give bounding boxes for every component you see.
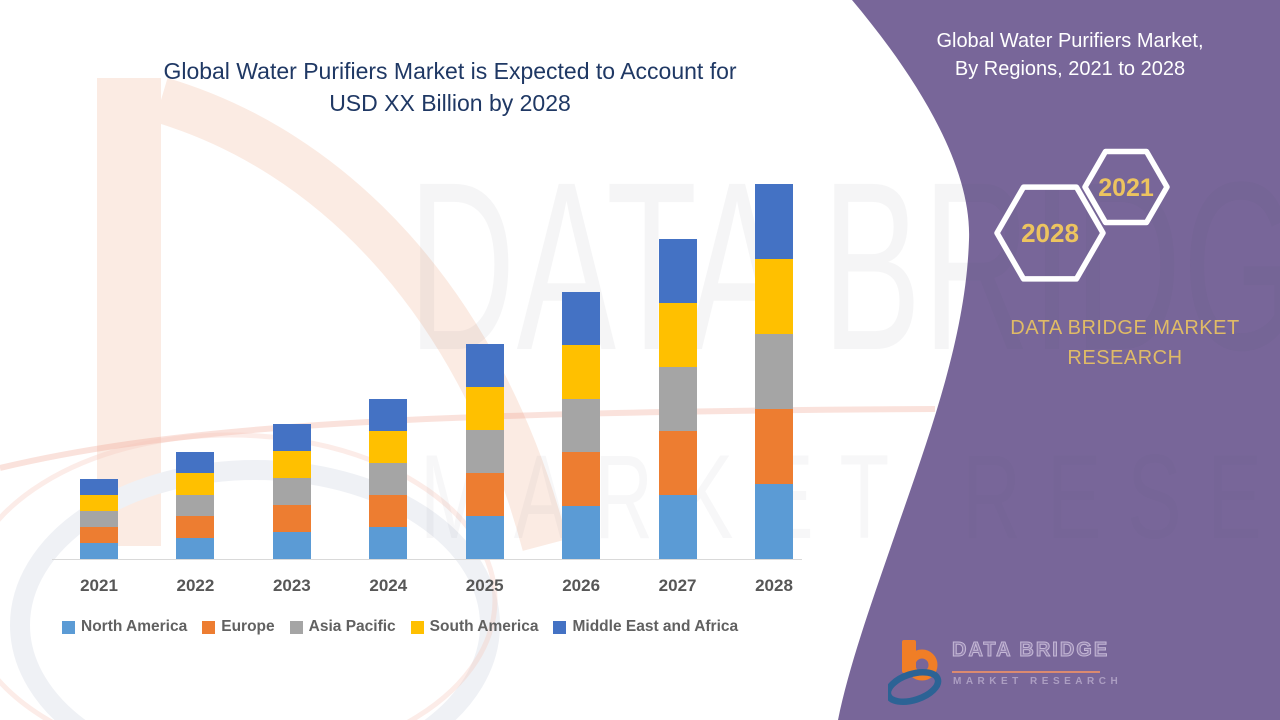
- legend-label: North America: [81, 618, 188, 635]
- bar-segment-south-america: [176, 473, 215, 495]
- hexagon-2021: [1082, 148, 1170, 226]
- hexagon-2028-label: 2028: [1021, 218, 1079, 248]
- bar-segment-europe: [272, 505, 311, 532]
- bar-segment-north-america: [272, 532, 311, 559]
- legend-label: Europe: [221, 618, 275, 635]
- bar-segment-south-america: [465, 387, 504, 430]
- bar-segment-south-america: [658, 303, 697, 367]
- bar-segment-middle-east-and-africa: [465, 344, 504, 387]
- logo-subtitle: MARKET RESEARCH: [953, 676, 1123, 687]
- stacked-bar-2022: [176, 451, 215, 559]
- bar-segment-middle-east-and-africa: [562, 291, 601, 345]
- legend-swatch-icon: [202, 620, 216, 634]
- x-axis-label-2026: 2026: [562, 576, 601, 595]
- logo-wordmark: DATA BRIDGE: [951, 639, 1110, 662]
- legend-swatch-icon: [553, 620, 567, 634]
- legend-item-middle-east-and-africa: Middle East and Africa: [553, 618, 738, 636]
- bar-segment-south-america: [272, 451, 311, 478]
- stacked-bar-2021: [80, 479, 118, 559]
- logo-swoosh: [888, 669, 942, 705]
- bar-segment-south-america: [755, 259, 793, 334]
- x-axis-label-2021: 2021: [80, 576, 118, 595]
- side-panel-shape: [838, 0, 1280, 720]
- legend-item-asia-pacific: Asia Pacific: [289, 618, 396, 636]
- x-axis-label-2028: 2028: [755, 576, 793, 595]
- bar-segment-north-america: [755, 484, 793, 559]
- bar-segment-north-america: [465, 516, 504, 559]
- bar-segment-south-america: [80, 495, 118, 511]
- side-panel-title: Global Water Purifiers Market, By Region…: [890, 27, 1250, 83]
- bar-segment-south-america: [369, 431, 408, 463]
- bar-segment-north-america: [658, 495, 697, 559]
- stacked-bar-2025: [465, 344, 504, 559]
- hexagon-2028: [994, 184, 1106, 282]
- chart-legend: North America Europe Asia Pacific South Ame…: [62, 618, 738, 636]
- hexagon-2021-label: 2021: [1098, 174, 1154, 202]
- brand-name-line2: RESEARCH: [1067, 347, 1183, 369]
- legend-swatch-icon: [410, 620, 424, 634]
- x-axis-label-2025: 2025: [465, 576, 504, 595]
- bar-segment-asia-pacific: [562, 398, 601, 452]
- bar-segment-south-america: [562, 345, 601, 399]
- bar-segment-asia-pacific: [465, 430, 504, 473]
- stacked-bar-2027: [658, 239, 697, 559]
- legend-item-europe: Europe: [202, 618, 275, 636]
- brand-name-line1: DATA BRIDGE MARKET: [1010, 317, 1240, 339]
- bar-segment-asia-pacific: [176, 494, 215, 516]
- bar-segment-north-america: [80, 543, 118, 559]
- bar-segment-north-america: [369, 527, 408, 559]
- bar-segment-europe: [755, 409, 793, 484]
- logo-divider: [952, 671, 1100, 673]
- bar-segment-europe: [658, 431, 697, 495]
- brand-name: DATA BRIDGE MARKET RESEARCH: [975, 313, 1275, 373]
- logo-b-bowl: [906, 649, 938, 681]
- bar-segment-asia-pacific: [755, 334, 793, 409]
- bar-segment-europe: [80, 527, 118, 543]
- stacked-bar-2028: [755, 184, 793, 559]
- bar-segment-asia-pacific: [80, 511, 118, 527]
- bar-segment-north-america: [562, 505, 601, 559]
- legend-label: Middle East and Africa: [572, 618, 739, 635]
- bar-segment-asia-pacific: [658, 367, 697, 431]
- hexagon-badges: 2028 2021: [994, 148, 1170, 282]
- side-panel-title-line1: Global Water Purifiers Market,: [936, 30, 1204, 52]
- databridge-logo: DATA BRIDGE MARKET RESEARCH: [888, 632, 1118, 714]
- x-axis-label-2023: 2023: [272, 576, 311, 595]
- x-axis-line: [52, 559, 802, 560]
- side-panel-title-line2: By Regions, 2021 to 2028: [954, 58, 1186, 80]
- bar-segment-middle-east-and-africa: [176, 451, 215, 473]
- bar-segment-north-america: [176, 537, 215, 559]
- bar-segment-middle-east-and-africa: [658, 239, 697, 303]
- bar-segment-middle-east-and-africa: [80, 479, 118, 495]
- bar-segment-europe: [176, 516, 215, 538]
- bar-segment-middle-east-and-africa: [272, 424, 311, 451]
- bar-segment-asia-pacific: [369, 463, 408, 495]
- stacked-bar-2026: [562, 291, 601, 559]
- bar-segment-middle-east-and-africa: [369, 399, 408, 431]
- legend-label: South America: [429, 618, 539, 635]
- databridge-logo-icon: [888, 640, 942, 705]
- bar-segment-europe: [562, 452, 601, 506]
- legend-item-north-america: North America: [62, 618, 187, 636]
- x-axis-label-2024: 2024: [369, 576, 408, 595]
- bar-segment-europe: [369, 495, 408, 527]
- legend-item-south-america: South America: [410, 618, 539, 636]
- stacked-bar-2024: [369, 399, 408, 559]
- stacked-bar-2023: [272, 424, 311, 559]
- bar-segment-europe: [465, 473, 504, 516]
- bar-segment-asia-pacific: [272, 478, 311, 505]
- bar-segment-middle-east-and-africa: [755, 184, 793, 259]
- x-axis-label-2022: 2022: [176, 576, 215, 595]
- legend-label: Asia Pacific: [308, 618, 396, 635]
- legend-swatch-icon: [62, 620, 75, 634]
- x-axis-label-2027: 2027: [658, 576, 697, 595]
- legend-swatch-icon: [289, 620, 303, 634]
